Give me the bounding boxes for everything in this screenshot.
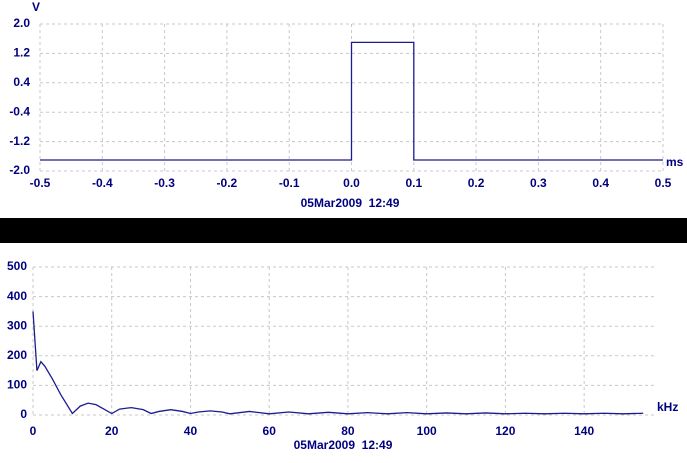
x-tick-label: 80 (341, 424, 355, 438)
x-tick-label: -0.2 (217, 176, 238, 190)
x-tick-label: 40 (184, 424, 198, 438)
x-axis-label: kHz (657, 400, 678, 414)
signal-line (32, 311, 644, 415)
y-tick-label: 400 (7, 289, 27, 303)
x-tick-label: -0.5 (30, 176, 51, 190)
x-tick-label: 0 (30, 424, 37, 438)
x-tick-label: 0.0 (343, 176, 360, 190)
timestamp: 05Mar2009 12:49 (301, 196, 400, 210)
divider-band (0, 218, 687, 243)
y-tick-label: 500 (7, 259, 27, 273)
x-tick-label: 140 (574, 424, 594, 438)
x-tick-label: 60 (263, 424, 277, 438)
signal-line (40, 41, 663, 161)
y-tick-label: 300 (7, 318, 27, 332)
x-tick-label: 0.3 (530, 176, 547, 190)
x-tick-label: 0.4 (592, 176, 609, 190)
x-tick-label: 0.2 (468, 176, 485, 190)
x-tick-label: -0.1 (279, 176, 300, 190)
x-tick-label: 0.1 (405, 176, 422, 190)
y-tick-label: 200 (7, 348, 27, 362)
x-tick-label: 20 (105, 424, 119, 438)
timestamp: 05Mar2009 12:49 (294, 438, 393, 452)
y-axis-label: V (32, 0, 40, 14)
x-tick-label: -0.3 (154, 176, 175, 190)
y-tick-label: -2.0 (9, 163, 30, 177)
y-tick-label: 1.2 (13, 46, 30, 60)
y-tick-label: 0.4 (13, 75, 30, 89)
x-tick-label: 120 (495, 424, 515, 438)
x-tick-label: 0.5 (655, 176, 672, 190)
y-tick-label: 100 (7, 378, 27, 392)
x-axis-label: ms (666, 155, 684, 169)
y-tick-label: -1.2 (9, 134, 30, 148)
x-tick-label: 100 (417, 424, 437, 438)
y-tick-label: 0 (20, 407, 27, 421)
x-tick-label: -0.4 (92, 176, 113, 190)
y-tick-label: -0.4 (9, 104, 30, 118)
y-tick-label: 2.0 (13, 16, 30, 30)
